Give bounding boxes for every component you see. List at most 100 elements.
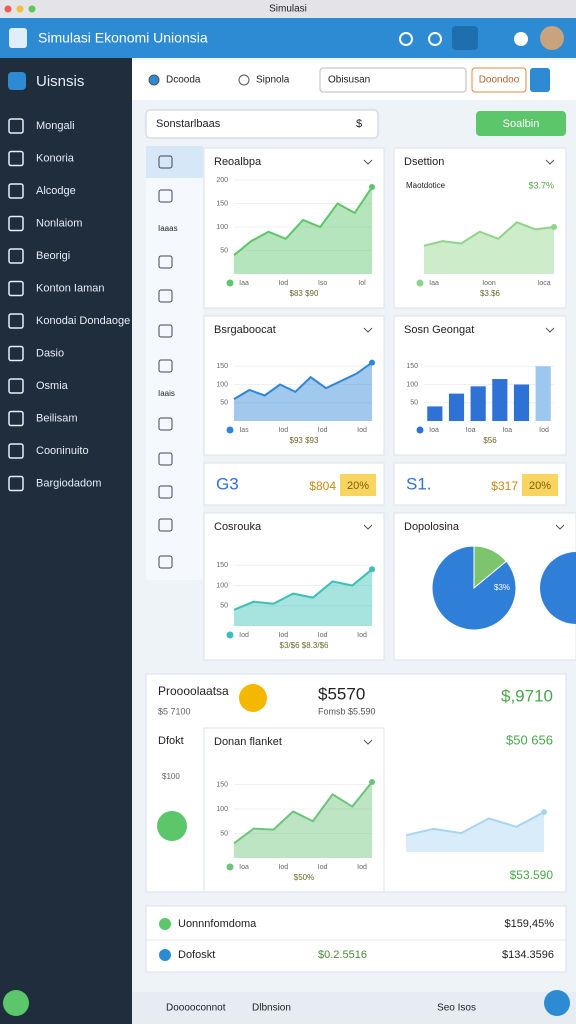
chart-badge: $3.7% — [528, 180, 554, 190]
x-tick-label: Iod — [357, 427, 367, 434]
rail-icon[interactable] — [158, 417, 173, 431]
chart-menu[interactable] — [363, 159, 373, 165]
chart-title: Reoalbpa — [214, 156, 262, 168]
menu-item[interactable]: Konodai Dondaoge — [36, 315, 130, 327]
bar — [535, 366, 551, 421]
chart-card — [203, 147, 385, 309]
rail-icon[interactable] — [158, 518, 173, 532]
summary-title: Proooolaatsa — [158, 684, 229, 698]
x-tick-label: Iso — [318, 280, 327, 287]
chart-menu[interactable] — [555, 524, 565, 530]
filter-select[interactable] — [145, 109, 379, 139]
bottom-item[interactable]: Dlbnsion — [252, 1003, 291, 1014]
header-button[interactable] — [452, 26, 478, 50]
chart-menu[interactable] — [545, 159, 555, 165]
bottom-bar — [132, 992, 576, 1024]
list-label: Uonnnfomdoma — [178, 918, 257, 930]
menu-item[interactable]: Osmia — [36, 380, 69, 392]
x-tick-label: Iod — [539, 427, 549, 434]
y-tick-label: 100 — [216, 582, 228, 589]
x-tick-label: Ioca — [537, 280, 550, 287]
chart-card — [203, 512, 385, 661]
search-input[interactable] — [319, 67, 467, 93]
y-tick-label: 200 — [216, 177, 228, 184]
avatar[interactable] — [540, 26, 564, 50]
rail-active[interactable] — [146, 146, 203, 178]
menu-item[interactable]: Mongali — [36, 120, 75, 132]
x-tick-label: Iod — [239, 632, 249, 639]
tab[interactable]: Sipnola — [256, 75, 290, 86]
chart-menu[interactable] — [545, 327, 555, 333]
chart-footer: $50% — [294, 873, 314, 882]
menu-item[interactable]: Konoria — [36, 152, 75, 164]
chart-footer: $3/$6 $8.3/$6 — [280, 641, 329, 650]
chart-menu[interactable] — [363, 327, 373, 333]
summary-sun — [239, 684, 267, 712]
summary-check[interactable] — [157, 811, 187, 841]
rail-icon[interactable] — [158, 324, 173, 338]
add-button[interactable] — [530, 68, 550, 92]
menu-icon — [8, 183, 24, 199]
chart-menu[interactable] — [363, 739, 373, 745]
chart-title: Donan flanket — [214, 736, 282, 748]
rail-icon[interactable] — [158, 485, 173, 499]
line — [233, 781, 373, 845]
bar — [470, 386, 486, 421]
sidebar — [0, 58, 132, 1024]
menu-item[interactable]: Alcodge — [36, 185, 76, 197]
kpi-value: $317 — [491, 479, 518, 493]
chart-title: Dopolosina — [404, 521, 460, 533]
tab-icon — [238, 74, 250, 86]
menu-item[interactable]: Cooninuito — [36, 445, 89, 457]
list-card — [145, 905, 567, 973]
chart-menu[interactable] — [363, 524, 373, 530]
rail-icon[interactable] — [158, 189, 173, 203]
menu-icon — [8, 248, 24, 264]
rail-icon[interactable] — [158, 155, 173, 169]
menu-icon — [8, 410, 24, 427]
min-dot[interactable] — [16, 5, 24, 13]
menu-icon — [8, 475, 24, 492]
rail-icon[interactable] — [158, 289, 173, 303]
y-tick-label: 50 — [220, 830, 228, 837]
menu-item[interactable]: Nonlaiom — [36, 217, 82, 229]
menu-item[interactable]: Dasio — [36, 347, 64, 359]
rail-icon[interactable] — [158, 359, 173, 373]
search-icon[interactable] — [399, 32, 413, 46]
rail-icon[interactable] — [158, 555, 173, 569]
refresh-icon[interactable] — [428, 32, 442, 46]
bottom-item[interactable]: Dooooconnot — [166, 1003, 226, 1014]
rail-icon[interactable] — [158, 255, 173, 269]
rail-icon[interactable] — [158, 452, 173, 466]
line — [233, 568, 373, 611]
toolbar-button[interactable] — [471, 67, 527, 93]
menu-item[interactable]: Konton Iaman — [36, 282, 105, 294]
x-tick-label: Iod — [278, 280, 288, 287]
chart-footer: $56 — [483, 436, 497, 445]
kpi-badge-bg — [340, 474, 376, 496]
notif-icon[interactable] — [514, 32, 528, 46]
action-button[interactable] — [476, 111, 566, 136]
legend-dot — [226, 631, 234, 639]
y-tick-label: 150 — [216, 562, 228, 569]
y-tick-label: 100 — [216, 224, 228, 231]
status-button[interactable] — [3, 990, 29, 1016]
menu-item[interactable]: Beorigi — [36, 250, 70, 262]
max-dot[interactable] — [28, 5, 36, 13]
y-tick-label: 50 — [220, 603, 228, 610]
menu-icon — [8, 443, 24, 459]
y-tick-label: 150 — [216, 781, 228, 788]
close-dot[interactable] — [4, 5, 12, 13]
icon-rail — [146, 146, 203, 580]
summary-value-sub: Fomsb $5.590 — [318, 706, 376, 716]
menu-item[interactable]: Bargiodadom — [36, 477, 101, 489]
kpi-left: G3 — [216, 474, 239, 493]
menu-item[interactable]: Beilisam — [36, 412, 78, 424]
brand: Uisnsis — [36, 73, 84, 90]
end-point — [369, 184, 375, 191]
area — [234, 187, 372, 274]
tab[interactable]: Dcooda — [166, 75, 201, 86]
bottom-item[interactable]: Seo Isos — [437, 1003, 476, 1014]
help-button[interactable] — [544, 990, 570, 1016]
